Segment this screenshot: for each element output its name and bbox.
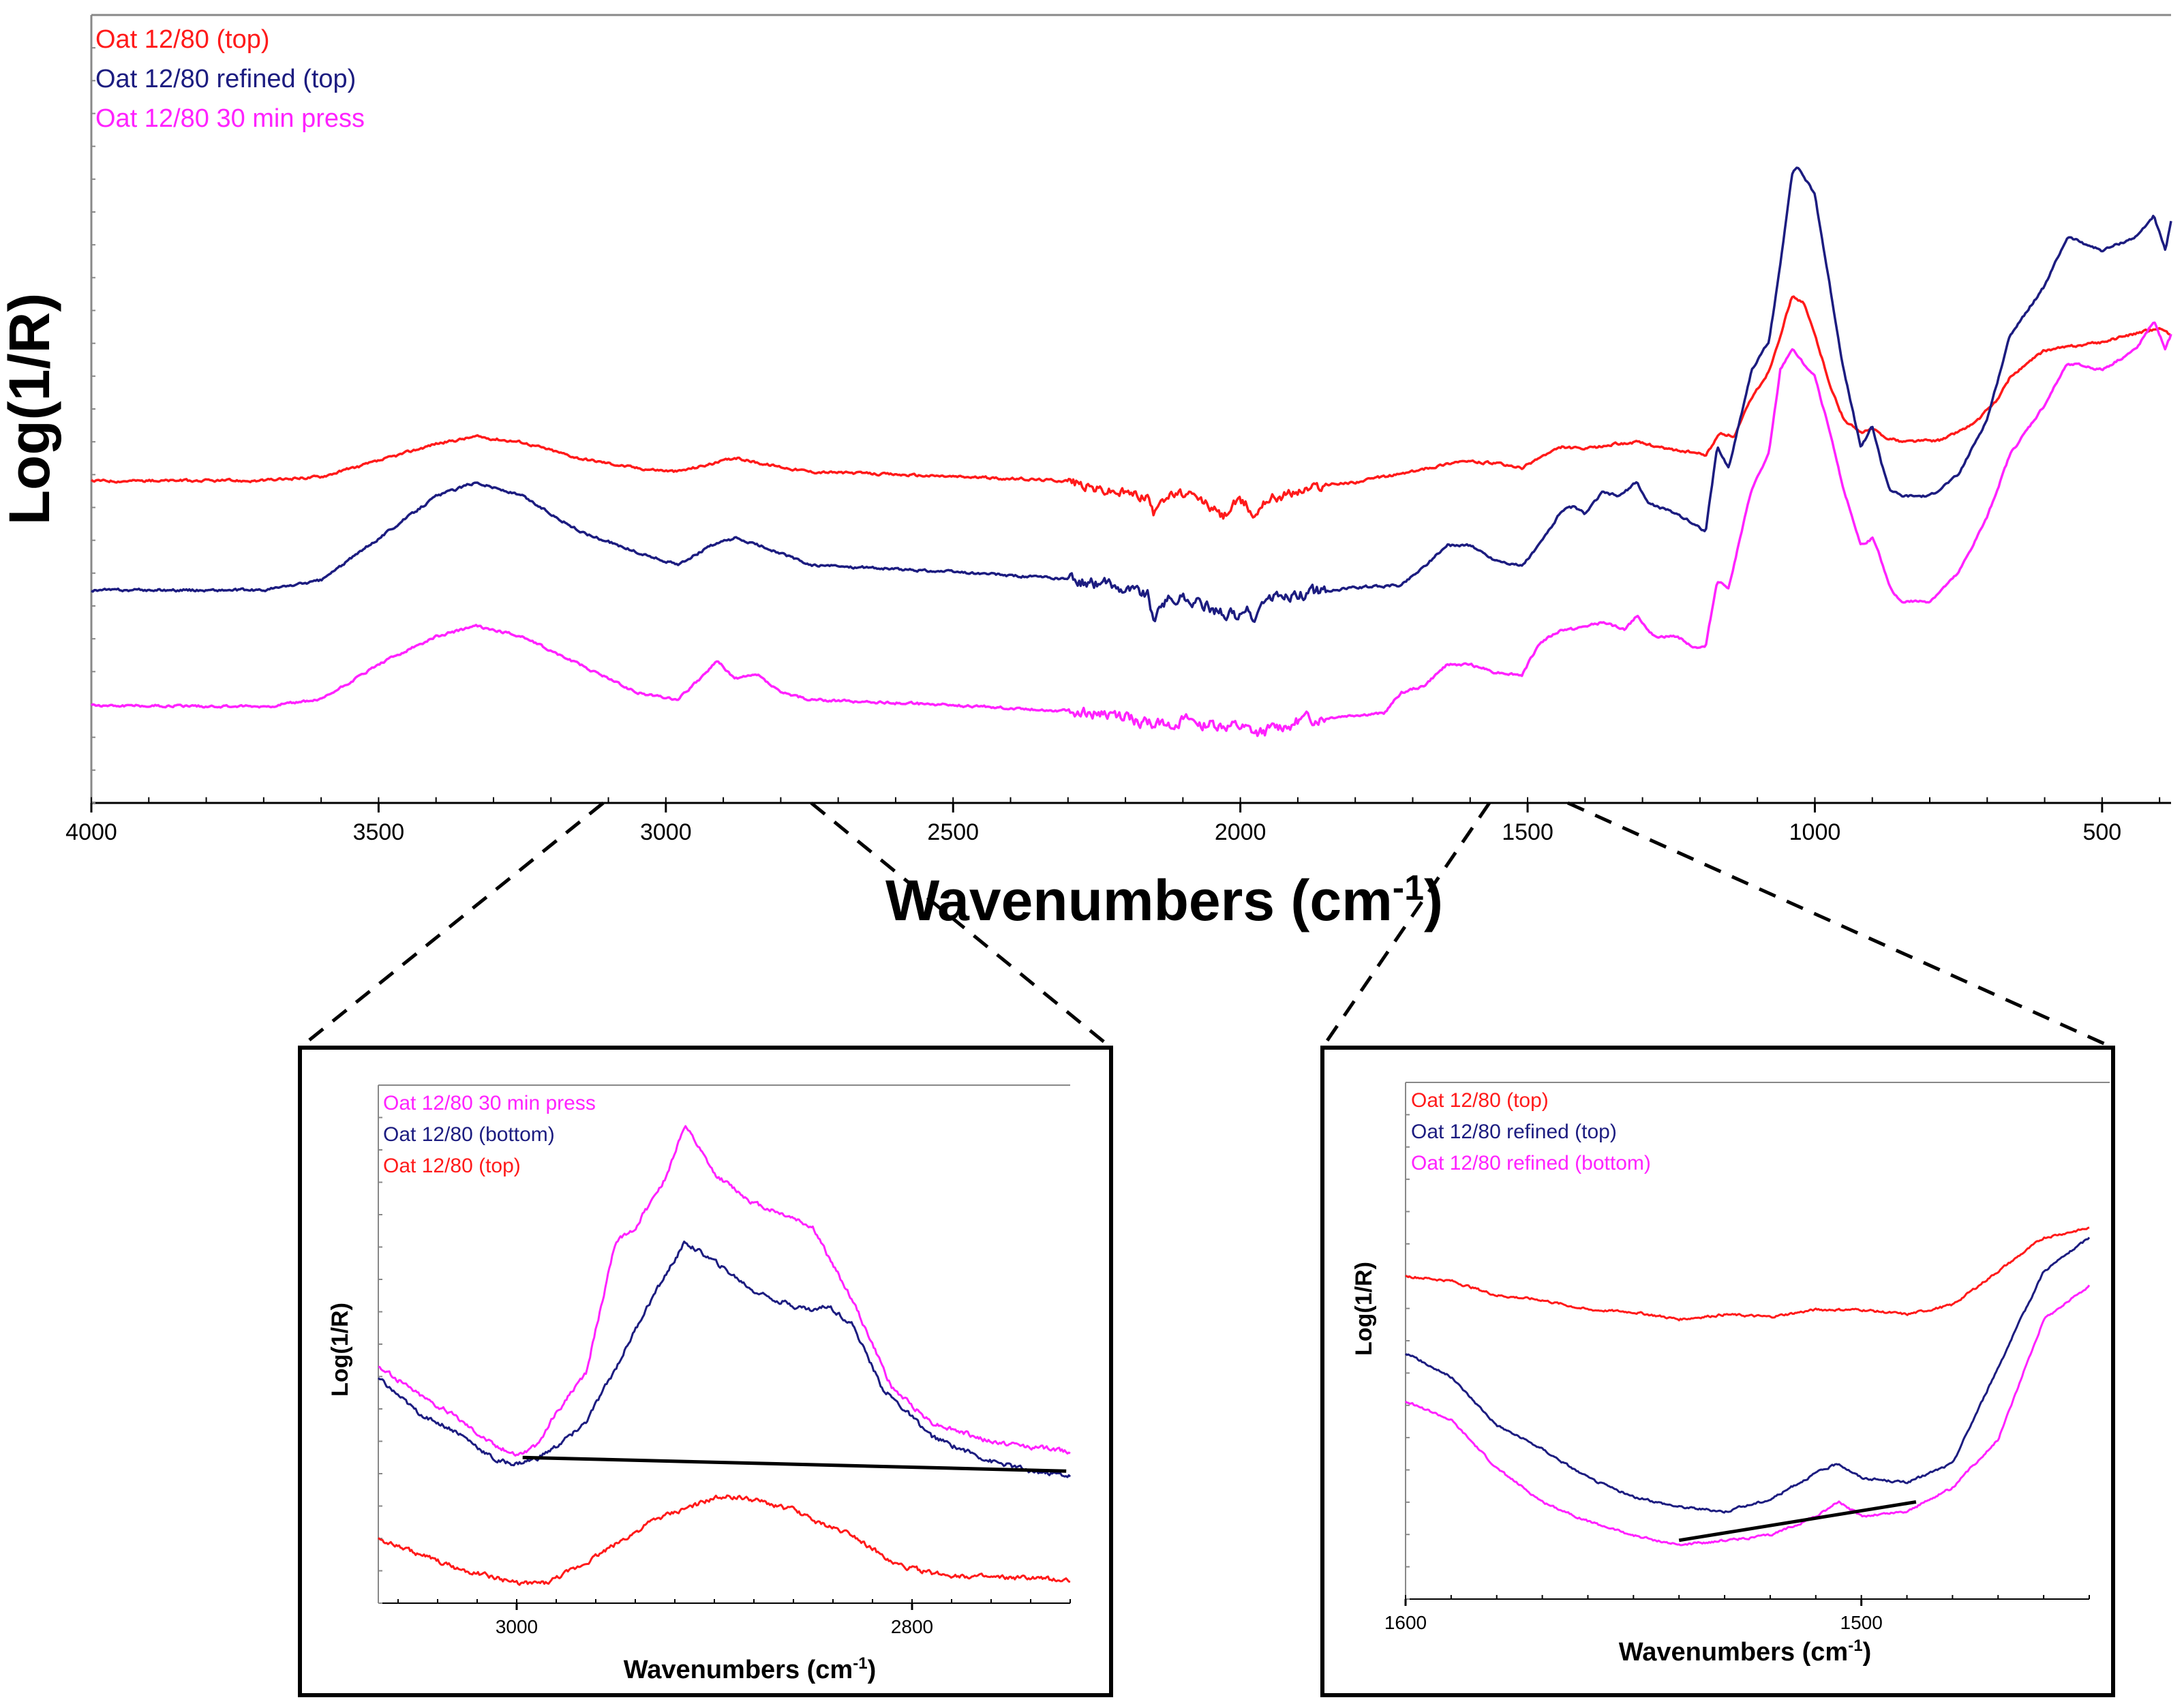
inset-right-xlabel: Wavenumbers (cm-1)	[1619, 1637, 1871, 1667]
x-tick-label: 1600	[1384, 1612, 1427, 1633]
inset-right-ylabel: Log(1/R)	[1351, 1262, 1377, 1356]
inset-left-legend: Oat 12/80 30 min press Oat 12/80 (bottom)…	[383, 1092, 596, 1177]
legend-entry: Oat 12/80 (top)	[383, 1155, 521, 1177]
x-tick-label: 3000	[496, 1616, 538, 1637]
legend-entry: Oat 12/80 (bottom)	[383, 1123, 555, 1146]
series-line-3	[378, 1494, 1071, 1586]
inset-left-xlabel-superscript: -1	[853, 1654, 867, 1673]
zoom-line-right-b	[1566, 801, 2114, 1050]
legend-entry: Oat 12/80 (top)	[1411, 1089, 1549, 1112]
legend-entry: Oat 12/80 refined (top)	[1411, 1121, 1617, 1143]
x-tick-label: 4000	[65, 819, 117, 845]
baseline-line	[522, 1455, 1067, 1473]
main-xlabel-text: Wavenumbers (cm	[885, 868, 1393, 932]
legend-entry: Oat 12/80 refined (bottom)	[1411, 1152, 1651, 1174]
inset-left-x-ticks: 3000 2800	[397, 1599, 1071, 1637]
legend-entry: Oat 12/80 refined (top)	[95, 65, 356, 93]
main-xlabel-close: )	[1424, 868, 1443, 932]
series-line-2	[378, 1241, 1072, 1478]
inset-right-xlabel-superscript: -1	[1848, 1637, 1862, 1655]
legend-entry: Oat 12/80 30 min press	[95, 104, 365, 133]
x-tick-label: 2500	[927, 819, 979, 845]
inset-left-ylabel: Log(1/R)	[327, 1303, 353, 1397]
series-line-3	[90, 321, 2172, 738]
x-tick-label: 500	[2082, 819, 2121, 845]
legend-entry: Oat 12/80 (top)	[95, 25, 270, 54]
series-line-1	[90, 295, 2172, 520]
series-line-1	[1405, 1226, 2090, 1322]
series-line-2	[91, 166, 2172, 623]
x-tick-label: 3500	[353, 819, 405, 845]
zoom-line-left-b	[810, 802, 1112, 1049]
series-line-1	[378, 1125, 1071, 1457]
x-tick-label: 2000	[1215, 819, 1267, 845]
x-tick-label: 1500	[1840, 1612, 1883, 1633]
inset-left-xlabel-text: Wavenumbers (cm	[624, 1656, 853, 1684]
x-tick-label: 1500	[1502, 819, 1553, 845]
main-chart: 4000 3500 3000 2500 2000 1500 1000 500 Oat 12/8…	[0, 14, 2172, 932]
series-line-3	[1404, 1284, 2091, 1547]
main-ylabel: Log(1/R)	[0, 293, 61, 526]
zoom-line-right-a	[1320, 802, 1491, 1049]
series-line-2	[1405, 1236, 2091, 1514]
main-x-ticks: 4000 3500 3000 2500 2000 1500 1000 500	[65, 797, 2161, 845]
x-tick-label: 3000	[640, 819, 692, 845]
x-tick-label: 2800	[891, 1616, 933, 1637]
inset-right-series	[1404, 1226, 2091, 1547]
legend-entry: Oat 12/80 30 min press	[383, 1092, 596, 1114]
zoom-guide-lines	[299, 801, 2114, 1050]
baseline-line	[1678, 1500, 1917, 1543]
main-xlabel: Wavenumbers (cm-1)	[885, 868, 1443, 932]
inset-right-legend: Oat 12/80 (top) Oat 12/80 refined (top) Oa…	[1411, 1089, 1651, 1174]
inset-left-xlabel: Wavenumbers (cm-1)	[624, 1654, 876, 1684]
inset-left-series	[378, 1125, 1072, 1586]
inset-left-xlabel-close: )	[868, 1656, 877, 1684]
main-legend: Oat 12/80 (top) Oat 12/80 refined (top) Oa…	[95, 25, 365, 133]
x-tick-label: 1000	[1789, 819, 1841, 845]
inset-right-x-ticks: 1600 1500	[1384, 1595, 2090, 1633]
inset-right-xlabel-close: )	[1863, 1638, 1872, 1667]
inset-right-frame	[1320, 1046, 2115, 1697]
main-xlabel-superscript: -1	[1393, 868, 1424, 908]
main-series	[90, 166, 2172, 738]
inset-left-y-minor-ticks	[378, 1084, 382, 1604]
zoom-line-left-a	[299, 802, 605, 1049]
inset-right-xlabel-text: Wavenumbers (cm	[1619, 1638, 1848, 1667]
inset-right: 1600 1500 Oat 12/80 (top) Oat 12/80 refine…	[1320, 1046, 2115, 1697]
